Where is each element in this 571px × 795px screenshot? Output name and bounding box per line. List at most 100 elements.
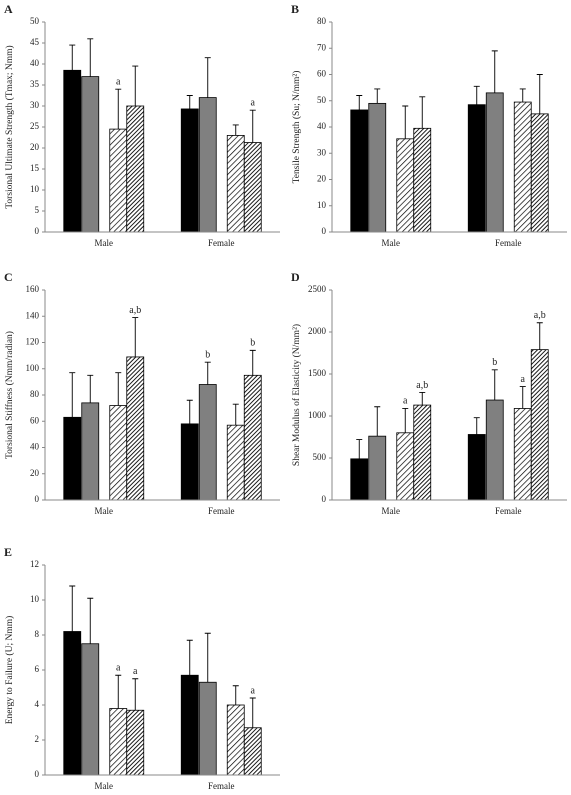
panel-label: A [4,2,13,16]
error-bar [249,697,256,728]
y-tick-label: 0 [35,494,40,504]
bar [513,101,532,233]
y-axis-label: Shear Modulus of Elasticity (N/mm²) [291,324,302,466]
y-tick-label: 140 [26,310,40,320]
error-bar [115,88,122,130]
bar [180,423,199,501]
bar [350,109,369,233]
bar [126,709,145,776]
x-tick-label: Male [382,238,401,248]
y-tick-label: 120 [26,337,40,347]
bar [530,113,549,233]
error-bar [232,685,239,705]
y-tick-label: 160 [26,284,40,294]
y-tick-label: 5 [35,205,40,215]
bar [81,643,100,776]
bar [109,405,128,501]
error-bar [419,96,426,129]
y-tick-label: 10 [30,184,40,194]
y-tick-label: 10 [30,594,40,604]
bar [63,69,82,233]
error-bar [115,372,122,406]
y-tick-label: 25 [30,121,40,131]
annotation: b [250,338,255,349]
y-tick-label: 50 [30,16,40,26]
bar [396,138,415,233]
x-tick-label: Female [208,506,235,516]
error-bar [473,417,480,435]
error-bar [132,65,139,106]
bar [226,424,245,501]
y-tick-label: 6 [35,664,40,674]
bar [368,435,387,501]
y-tick-label: 50 [317,95,327,105]
annotation: a [251,97,256,108]
y-tick-label: 2500 [308,284,327,294]
bar [226,704,245,776]
y-tick-label: 60 [30,415,40,425]
error-bar [356,439,363,459]
y-tick-label: 40 [317,121,327,131]
y-tick-label: 0 [35,769,40,779]
bar [467,434,486,501]
y-tick-label: 0 [322,226,327,236]
annotation: a,b [129,305,141,316]
error-bar [232,403,239,426]
y-tick-label: 0 [322,494,327,504]
error-bar [186,399,193,424]
bar [198,681,217,776]
y-tick-label: 12 [30,559,39,569]
y-tick-label: 40 [30,442,40,452]
bar [109,128,128,233]
error-bar [132,678,139,711]
bar [368,102,387,233]
bar [396,432,415,501]
error-bar [249,349,256,376]
annotation: a [403,396,408,407]
panel: C Torsional Stiffness (Nmm/radian) 0 20 40 60… [4,270,280,516]
bar [180,674,199,776]
bar [81,402,100,501]
y-tick-label: 1500 [308,368,327,378]
panel-label: E [4,545,12,559]
y-tick-label: 20 [30,468,40,478]
y-tick-label: 30 [30,100,40,110]
y-axis-label: Energy to Failure (U; Nmm) [4,616,15,725]
error-bar [519,88,526,103]
bar [467,104,486,233]
bar [126,356,145,501]
error-bar [69,372,76,418]
y-axis-label: Tensile Strength (Su; N/mm²) [291,71,302,184]
error-bar [374,406,381,437]
y-tick-label: 45 [30,37,40,47]
error-bar [87,374,94,403]
x-tick-label: Female [495,238,522,248]
panel: D Shear Modulus of Elasticity (N/mm²) 0 500… [291,270,567,516]
y-tick-label: 70 [317,42,327,52]
error-bar [87,597,94,644]
error-bar [204,632,211,683]
bar [126,105,145,233]
bar [109,708,128,776]
annotation: a [521,374,526,385]
y-tick-label: 30 [317,147,327,157]
error-bar [491,369,498,401]
bar [243,374,262,501]
error-bar [69,44,76,71]
bar [63,631,82,776]
annotation: b [205,349,210,360]
panel-label: D [291,270,300,284]
error-bar [132,317,139,357]
panel: B Tensile Strength (Su; N/mm²) 0 10 20 30 40 50… [291,2,567,248]
y-axis-label: Torsional Ultimate Strength (Tmax; Nmm) [4,45,15,208]
x-tick-label: Female [208,238,235,248]
error-bar [473,85,480,105]
bar [413,404,432,501]
error-bar [204,361,211,385]
y-tick-label: 1000 [308,410,327,420]
y-tick-label: 35 [30,79,40,89]
y-tick-label: 20 [30,142,40,152]
error-bar [402,407,409,433]
x-tick-label: Female [495,506,522,516]
